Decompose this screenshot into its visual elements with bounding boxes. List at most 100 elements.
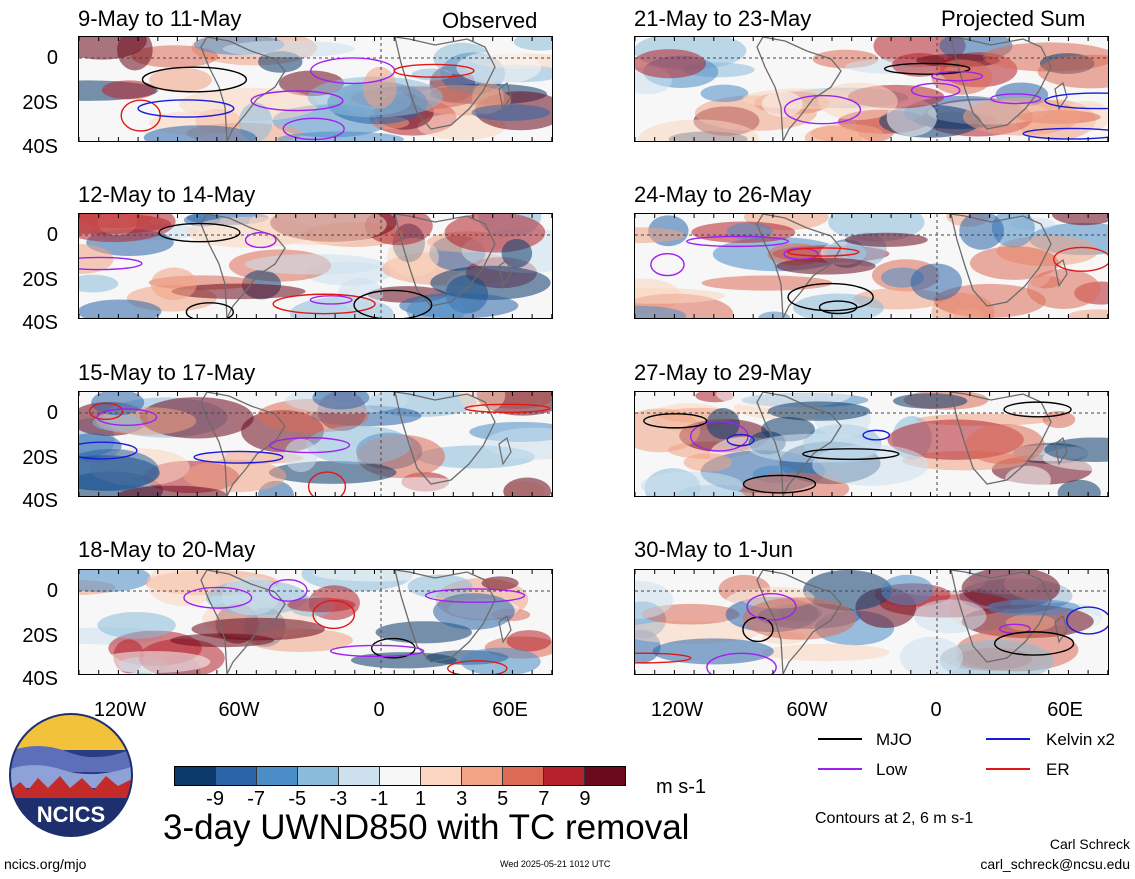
anomaly-patch — [792, 293, 884, 318]
anomaly-patch — [148, 67, 212, 93]
madagascar-coast — [1054, 258, 1068, 288]
anomaly-patch — [92, 413, 143, 432]
lon-label-60w-right: 60W — [786, 699, 828, 721]
map-panel-right-3 — [634, 391, 1109, 497]
anomaly-patch — [362, 66, 397, 109]
madagascar-coast — [498, 258, 512, 288]
anomaly-patch — [150, 267, 198, 301]
anomaly-patch — [1057, 479, 1101, 496]
colorbar-units: m s-1 — [656, 776, 706, 798]
lon-label-0-left: 0 — [373, 699, 385, 721]
colorbar-bin — [585, 767, 625, 785]
wave-contour — [141, 66, 248, 93]
colorbar-bin — [421, 767, 462, 785]
south-america-coast — [762, 37, 842, 141]
colorbar-bin — [462, 767, 503, 785]
wave-contour — [447, 660, 508, 674]
map-panel-right-4 — [634, 569, 1109, 675]
anomaly-patch — [306, 425, 412, 465]
lon-label-60e-left: 60E — [492, 699, 528, 721]
panel-title-right-4: 30-May to 1-Jun — [634, 537, 793, 562]
lon-label-0-right: 0 — [930, 699, 942, 721]
colorbar-tick-label: -3 — [329, 788, 348, 810]
wave-contour — [158, 222, 241, 243]
anomaly-patch — [986, 599, 1080, 616]
wave-contour — [353, 289, 433, 318]
wave-contour — [88, 402, 124, 421]
anomaly-patch — [914, 599, 987, 634]
africa-coast — [394, 214, 496, 307]
wave-contour — [1022, 127, 1108, 140]
panel-title-left-1: 9-May to 11-May — [78, 6, 242, 31]
map-panel-right-1 — [634, 36, 1109, 142]
anomaly-patch — [79, 37, 147, 60]
anomaly-patch — [101, 80, 156, 100]
south-america-coast — [206, 214, 286, 318]
south-america-coast — [206, 37, 286, 141]
south-america-coast — [200, 570, 228, 674]
colorbar-tick-label: -5 — [288, 788, 307, 810]
lat-label-40s-p4: 40S — [22, 668, 58, 690]
anomaly-patch — [1051, 214, 1108, 226]
author: Carl Schreck — [1049, 836, 1130, 852]
south-america-coast — [756, 37, 784, 141]
wave-contour — [994, 631, 1075, 656]
wave-contour — [742, 474, 817, 494]
legend-label-kelvin: Kelvin x2 — [1046, 730, 1115, 749]
lat-label-40s-p2: 40S — [22, 312, 58, 334]
anomaly-patch — [635, 580, 674, 619]
colorbar-bin — [298, 767, 339, 785]
colorbar-bin — [216, 767, 257, 785]
anomaly-patch — [433, 593, 515, 630]
colorbar-tick-label: -9 — [206, 788, 224, 810]
anomaly-patch — [171, 283, 306, 300]
anomaly-patch — [97, 611, 176, 639]
south-america-coast — [756, 570, 784, 674]
wave-contour — [706, 652, 777, 674]
anomaly-patch — [635, 305, 686, 318]
anomaly-patch — [312, 570, 440, 582]
wave-contour — [185, 302, 234, 318]
legend-label-er: ER — [1046, 760, 1070, 779]
anomaly-patch — [635, 620, 760, 644]
madagascar-coast — [1054, 81, 1068, 111]
wave-contour — [1003, 401, 1072, 418]
map-panel-left-1 — [78, 36, 553, 142]
anomaly-patch — [635, 49, 706, 79]
south-america-coast — [206, 570, 286, 674]
south-america-coast — [762, 392, 842, 496]
wave-contour — [1066, 606, 1108, 635]
lon-label-120w-right: 120W — [650, 699, 704, 721]
anomaly-patch — [79, 244, 114, 274]
anomaly-patch — [939, 639, 1055, 674]
anomaly-patch — [700, 84, 749, 103]
anomaly-patch — [1067, 309, 1108, 318]
lat-label-0-p3: 0 — [46, 402, 58, 424]
wave-contour — [726, 433, 755, 447]
anomaly-patch — [460, 647, 541, 674]
anomaly-patch — [219, 660, 317, 674]
anomaly-map — [79, 37, 552, 141]
lat-label-0-p2: 0 — [46, 224, 58, 246]
anomaly-patch — [640, 471, 744, 496]
map-panel-left-3 — [78, 391, 553, 497]
wave-contour — [685, 235, 790, 248]
anomaly-patch — [1004, 465, 1051, 494]
anomaly-patch — [194, 438, 228, 463]
anomaly-patch — [652, 638, 774, 665]
south-america-coast — [756, 214, 784, 318]
wave-contour — [193, 450, 284, 464]
anomaly-patch — [506, 630, 552, 652]
anomaly-patch — [222, 40, 355, 58]
anomaly-patch — [503, 477, 551, 496]
wave-contour — [79, 441, 138, 460]
anomaly-patch — [892, 393, 968, 409]
anomaly-patch — [484, 427, 552, 460]
anomaly-map — [635, 570, 1108, 674]
south-america-coast — [200, 392, 228, 496]
south-america-coast — [756, 392, 784, 496]
wave-contour — [1053, 246, 1108, 272]
wave-contour — [650, 252, 685, 277]
legend-line-er — [986, 768, 1030, 770]
wave-contour — [272, 293, 376, 315]
